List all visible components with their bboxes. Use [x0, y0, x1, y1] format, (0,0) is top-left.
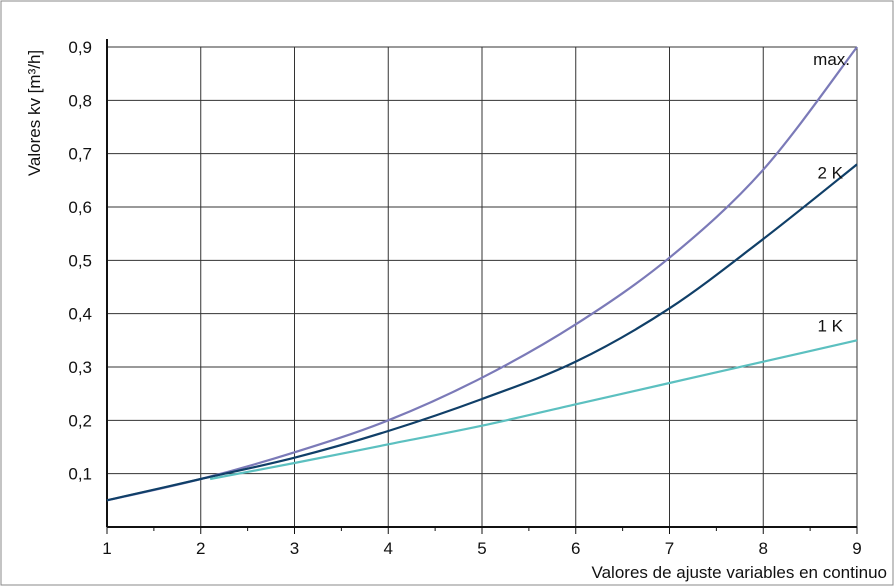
x-tick-label: 2 [196, 539, 205, 558]
series-line-2-k [106, 163, 858, 502]
labels: 1 2 3 4 5 6 7 8 9 0,1 0,2 0,3 0,4 0,5 0,6 0,7 0,8 0,9 max.… [68, 38, 861, 558]
x-axis-title: Valores de ajuste variables en continuo [592, 563, 887, 582]
y-tick-label: 0,5 [68, 251, 92, 270]
series-line-1-k [209, 339, 858, 481]
y-tick-label: 0,3 [68, 358, 92, 377]
y-tick-label: 0,6 [68, 198, 92, 217]
series-label-1-k: 1 K [817, 316, 843, 335]
y-tick-label: 0,4 [68, 305, 92, 324]
y-tick-label: 0,9 [68, 38, 92, 57]
x-tick-label: 3 [290, 539, 299, 558]
x-tick-label: 8 [759, 539, 768, 558]
y-axis-title: Valores kv [m³/h] [25, 50, 44, 176]
axes [106, 39, 858, 534]
x-tick-label: 4 [384, 539, 393, 558]
series-label-max: max. [813, 50, 850, 69]
y-tick-label: 0,2 [68, 411, 92, 430]
series-label-2-k: 2 K [817, 163, 843, 182]
grid [107, 46, 858, 527]
x-tick-label: 6 [571, 539, 580, 558]
y-tick-label: 0,8 [68, 91, 92, 110]
series-lines [106, 46, 858, 502]
x-tick-label: 9 [852, 539, 861, 558]
x-tick-label: 5 [477, 539, 486, 558]
x-tick-label: 7 [665, 539, 674, 558]
series-line-max [106, 46, 858, 502]
x-tick-label: 1 [102, 539, 111, 558]
y-tick-label: 0,1 [68, 465, 92, 484]
y-tick-label: 0,7 [68, 145, 92, 164]
